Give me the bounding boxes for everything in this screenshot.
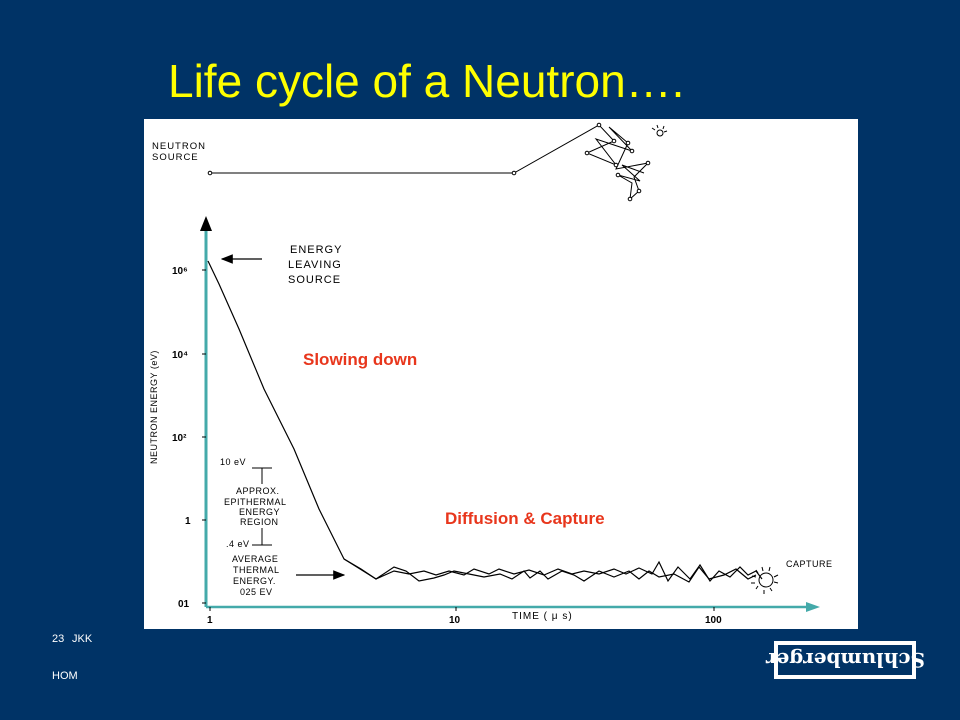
energy-leaving-line1: ENERGY	[290, 244, 342, 256]
energy-curve	[207, 260, 763, 583]
energy-leaving-line2: LEAVING	[288, 259, 342, 271]
footer-code: HOM	[52, 670, 78, 682]
x-tick-1: 1	[207, 615, 213, 626]
epithermal-line3: ENERGY	[239, 507, 280, 517]
thermal-lower-label: .4 eV	[226, 539, 250, 549]
thermal-line1: AVERAGE	[232, 554, 278, 564]
source-label-line1: NEUTRON	[152, 141, 206, 152]
thermal-line2: THERMAL	[233, 565, 280, 575]
x-tick-100: 100	[705, 615, 722, 626]
y-axis-label: NEUTRON ENERGY (eV)	[149, 350, 159, 464]
neutron-path-icon	[207, 122, 668, 202]
logo-box: Schlumberger	[766, 645, 924, 675]
epithermal-line2: EPITHERMAL	[224, 497, 287, 507]
y-tick-1e2: 10²	[172, 433, 187, 444]
y-tick-1e4: 10⁴	[172, 350, 188, 361]
capture-burst-icon	[751, 566, 779, 594]
thermal-line4: 025 EV	[240, 587, 273, 597]
x-axis-ticks	[209, 607, 715, 611]
slide-title: Life cycle of a Neutron….	[168, 55, 685, 107]
company-logo: Schlumberger	[766, 641, 924, 679]
epithermal-line1: APPROX.	[236, 486, 280, 496]
y-axis-ticks	[202, 269, 206, 604]
x-tick-10: 10	[449, 615, 461, 626]
source-label-line2: SOURCE	[152, 152, 199, 163]
footer-page-number: 23	[52, 633, 65, 645]
diffusion-capture-annotation: Diffusion & Capture	[445, 509, 605, 528]
capture-label: CAPTURE	[786, 559, 833, 569]
epithermal-upper-label: 10 eV	[220, 457, 246, 467]
diagram-canvas: NEUTRON SOURCE 10⁶ 10⁴ 10² 1 01 NEUTRON	[149, 122, 833, 626]
axes	[200, 216, 820, 612]
logo-text: Schlumberger	[765, 648, 925, 672]
y-tick-1e6: 10⁶	[172, 266, 188, 277]
thermal-line3: ENERGY.	[233, 576, 276, 586]
y-tick-01: 01	[178, 599, 190, 610]
energy-curve-2	[343, 558, 757, 583]
epithermal-line4: REGION	[240, 517, 279, 527]
x-axis-label: TIME ( μ s)	[512, 611, 573, 622]
footer-author: JKK	[72, 633, 93, 645]
neutron-life-cycle-diagram: NEUTRON SOURCE 10⁶ 10⁴ 10² 1 01 NEUTRON	[144, 119, 858, 629]
slowing-down-annotation: Slowing down	[303, 350, 417, 369]
y-tick-1: 1	[185, 516, 191, 527]
energy-leaving-line3: SOURCE	[288, 274, 341, 286]
